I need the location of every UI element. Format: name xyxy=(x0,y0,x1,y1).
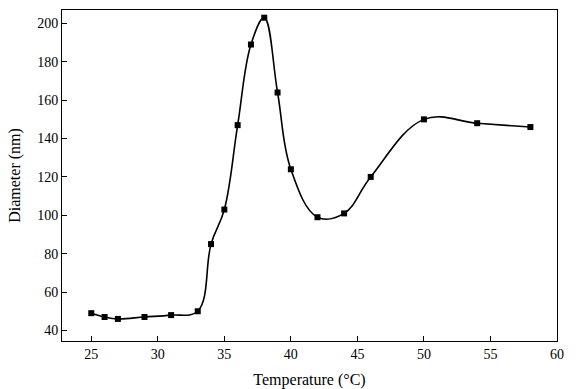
svg-text:35: 35 xyxy=(217,347,231,362)
svg-text:45: 45 xyxy=(350,347,364,362)
svg-text:80: 80 xyxy=(44,247,58,262)
svg-text:180: 180 xyxy=(37,55,58,70)
svg-text:60: 60 xyxy=(550,347,564,362)
svg-text:25: 25 xyxy=(84,347,98,362)
svg-text:50: 50 xyxy=(417,347,431,362)
svg-text:40: 40 xyxy=(44,323,58,338)
svg-text:30: 30 xyxy=(151,347,165,362)
svg-text:Diameter (nm): Diameter (nm) xyxy=(6,128,24,223)
svg-text:40: 40 xyxy=(284,347,298,362)
svg-text:200: 200 xyxy=(37,16,58,31)
svg-text:160: 160 xyxy=(37,93,58,108)
svg-text:140: 140 xyxy=(37,131,58,146)
svg-text:60: 60 xyxy=(44,285,58,300)
svg-text:55: 55 xyxy=(483,347,497,362)
svg-text:Temperature (°C): Temperature (°C) xyxy=(253,371,365,389)
svg-text:120: 120 xyxy=(37,170,58,185)
svg-text:100: 100 xyxy=(37,208,58,223)
